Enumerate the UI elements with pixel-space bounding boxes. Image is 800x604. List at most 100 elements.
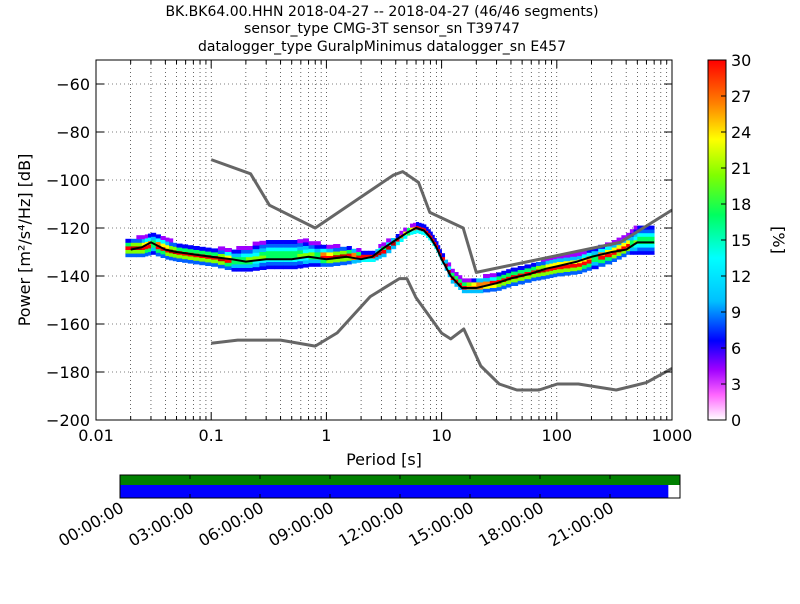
pdf-cell — [172, 242, 177, 247]
pdf-cell — [245, 256, 254, 261]
pdf-cell — [510, 271, 519, 276]
pdf-cell — [241, 256, 247, 261]
pdf-cell — [510, 282, 519, 286]
pdf-cell — [297, 253, 304, 258]
pdf-cell — [320, 262, 327, 267]
pdf-cell — [432, 234, 435, 239]
pdf-cell — [333, 262, 341, 266]
pdf-cell — [205, 247, 212, 252]
pdf-cell — [531, 277, 537, 282]
pdf-cell — [629, 250, 634, 255]
pdf-cell — [364, 258, 369, 262]
pdf-cell — [642, 232, 649, 237]
pdf-cell — [144, 252, 149, 257]
pdf-cell — [501, 274, 507, 279]
pdf-cell — [231, 264, 237, 268]
pdf-cell — [413, 230, 417, 234]
pdf-cell — [476, 282, 484, 286]
pdf-cell — [621, 246, 627, 250]
pdf-cell — [187, 259, 194, 264]
pdf-cell — [241, 253, 247, 258]
pdf-cell — [378, 244, 382, 248]
pdf-cell — [524, 278, 532, 283]
pdf-cell — [182, 255, 189, 260]
pdf-cell — [549, 263, 554, 268]
pdf-cell — [339, 254, 348, 258]
pdf-cell — [531, 273, 537, 278]
pdf-cell — [356, 251, 362, 256]
pdf-cell — [648, 232, 655, 237]
pdf-cell — [320, 259, 327, 264]
pdf-cell — [611, 254, 617, 259]
pdf-cell — [517, 269, 525, 274]
pdf-cell — [259, 248, 267, 252]
y-tick-label: −100 — [46, 171, 90, 190]
pdf-cell — [274, 243, 284, 248]
pdf-cell — [637, 243, 644, 248]
pdf-cell — [438, 245, 441, 250]
pdf-cell — [346, 253, 352, 258]
title-line-1: BK.BK64.00.HHN 2018-04-27 -- 2018-04-27 … — [165, 4, 598, 20]
pdf-cell — [274, 261, 284, 266]
pdf-cell — [441, 256, 446, 261]
pdf-cell — [160, 243, 166, 248]
pdf-cell — [450, 268, 455, 273]
y-tick-label: −180 — [46, 363, 90, 382]
pdf-cell — [409, 223, 414, 228]
pdf-cell — [266, 250, 276, 255]
pdf-cell — [160, 239, 166, 244]
pdf-cell — [517, 280, 525, 285]
pdf-cell — [586, 259, 592, 264]
pdf-cell — [169, 238, 174, 243]
pdf-cell — [172, 253, 177, 258]
pdf-cell — [266, 240, 276, 244]
pdf-cell — [302, 256, 309, 261]
pdf-cell — [291, 247, 298, 252]
pdf-cell — [471, 289, 477, 294]
pdf-cell — [423, 231, 427, 236]
pdf-cell — [461, 289, 468, 294]
pdf-cell — [501, 270, 507, 275]
pdf-cell — [326, 259, 334, 264]
pdf-cell — [199, 261, 206, 266]
pdf-cell — [421, 230, 425, 235]
pdf-cell — [616, 237, 622, 242]
pdf-cell — [577, 270, 583, 274]
pdf-cell — [259, 266, 267, 270]
pdf-cell — [637, 247, 644, 252]
pdf-cell — [259, 258, 267, 263]
pdf-cell — [356, 248, 362, 252]
pdf-cell — [633, 243, 638, 248]
pdf-cell — [648, 225, 655, 230]
pdf-cell — [531, 262, 537, 267]
pdf-cell — [274, 247, 284, 252]
pdf-cell — [458, 286, 463, 290]
pdf-cell — [441, 253, 446, 258]
pdf-cell — [136, 249, 143, 254]
pdf-cell — [302, 245, 309, 250]
pdf-cell — [637, 232, 644, 237]
pdf-cell — [259, 262, 267, 267]
colorbar-tick-label: 27 — [731, 87, 751, 106]
pdf-cell — [141, 246, 146, 250]
pdf-cell — [236, 264, 242, 268]
pdf-cell — [155, 234, 161, 239]
pdf-cell — [577, 252, 583, 256]
pdf-cell — [141, 238, 146, 243]
pdf-cell — [621, 235, 627, 240]
pdf-cell — [633, 225, 638, 230]
pdf-cell — [283, 240, 293, 244]
pdf-cell — [231, 249, 237, 254]
pdf-cell — [483, 284, 491, 289]
pdf-cell — [553, 258, 558, 263]
pdf-cell — [308, 259, 315, 264]
pdf-cell — [506, 283, 512, 288]
pdf-cell — [291, 250, 298, 255]
pdf-cell — [540, 272, 547, 276]
pdf-cell — [326, 248, 334, 253]
pdf-cell — [160, 236, 166, 240]
pdf-cell — [381, 253, 387, 258]
pdf-cell — [570, 267, 578, 272]
title-line-2: sensor_type CMG-3T sensor_sn T39747 — [244, 21, 520, 37]
pdf-cell — [320, 255, 327, 260]
